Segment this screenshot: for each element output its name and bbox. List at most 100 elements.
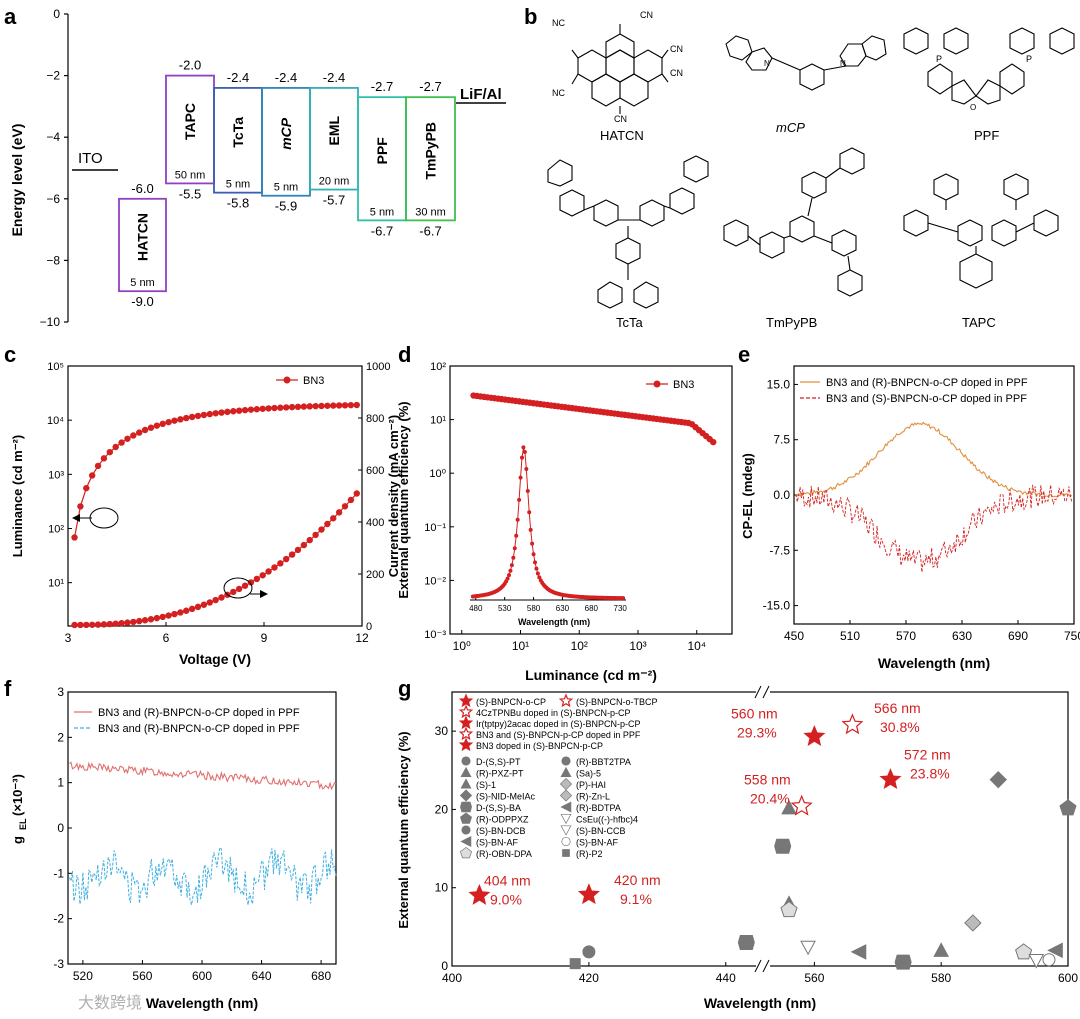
current-point: [283, 555, 290, 563]
luminance-point: [318, 402, 325, 410]
layer-name: HATCN: [135, 213, 151, 261]
luminance-point: [71, 534, 78, 541]
literature-point: [561, 836, 571, 847]
inset-xtick-label: 530: [498, 604, 512, 613]
panel-g-xtick-label: 560: [804, 971, 824, 985]
current-point: [212, 596, 219, 604]
panel-e: e 45051057063069075015.07.50.0-7.5-15.0 …: [738, 342, 1080, 671]
current-point: [147, 616, 155, 623]
ppf-p-2: P: [1026, 54, 1032, 64]
literature-point: [781, 799, 797, 815]
literature-point: [774, 838, 792, 854]
panel-a-ticks: 0 −2 −4 −6 −8 −10: [40, 7, 68, 329]
current-point: [112, 620, 119, 627]
lumo-label: -2.4: [323, 70, 345, 85]
current-point: [271, 564, 278, 571]
current-point: [341, 503, 349, 510]
callout-eqe: 9.1%: [620, 891, 652, 907]
luminance-point: [124, 435, 131, 442]
legend-grey-label: (R)-BBT2TPA: [576, 757, 631, 767]
literature-point: [933, 942, 950, 957]
axis-break-mark: [762, 959, 770, 973]
callout-wavelength: 566 nm: [874, 700, 921, 716]
literature-point: [561, 756, 571, 766]
panel-f-xtick-label: 680: [311, 969, 331, 983]
callout-wavelength: 572 nm: [904, 747, 951, 763]
current-point: [141, 617, 149, 624]
luminance-point: [171, 417, 178, 424]
literature-point: [461, 825, 471, 835]
luminance-point: [224, 408, 231, 416]
current-point: [324, 520, 331, 528]
hatcn-cn-4: CN: [614, 114, 627, 124]
panel-f-axes: 520 560 600 640 680 3 2 1 0 -1 -2 -3: [53, 685, 331, 983]
legend-grey-label: (R)-P2: [576, 849, 603, 859]
current-point: [159, 613, 166, 621]
panel-c-ytick-right-label: 600: [366, 465, 384, 477]
literature-point: [560, 825, 572, 836]
current-point: [118, 619, 125, 627]
panel-e-ytick-label: 7.5: [773, 433, 790, 447]
panel-c-ylabel-right: Current density (mA cm⁻²): [386, 415, 401, 577]
gel-s-line: [69, 846, 337, 905]
mcp-n-2: N: [840, 59, 846, 68]
panel-c-circle-cd: [223, 577, 253, 599]
gel-r-line: [69, 761, 337, 791]
current-point: [206, 599, 213, 606]
literature-point: [460, 836, 472, 847]
luminance-point: [159, 420, 166, 428]
lumo-label: -2.7: [419, 79, 441, 94]
el-spectrum-point: [509, 563, 514, 568]
inset-xtick-label: 480: [469, 604, 483, 613]
el-spectrum-point: [535, 571, 540, 576]
panel-g-ytick-label: 0: [441, 959, 448, 973]
eqe-point: [710, 438, 717, 446]
callout-eqe: 23.8%: [910, 766, 950, 782]
luminance-point: [277, 404, 284, 411]
panel-e-legend-1: BN3 and (R)-BNPCN-o-CP doped in PPF: [826, 377, 1028, 389]
homo-label: -9.0: [131, 294, 153, 309]
panel-g-ytick-label: 20: [435, 802, 449, 816]
el-spectrum-point: [518, 475, 523, 480]
luminance-point: [153, 422, 161, 429]
panel-e-axes: 450 510 570 630 690 750 15.0 7.5 0.0 -7.5 -15.0: [763, 377, 1080, 643]
legend-grey-label: (S)-BN-AF: [576, 838, 618, 848]
luminance-point: [324, 402, 331, 409]
thickness-label: 30 nm: [415, 206, 446, 218]
current-point: [312, 531, 319, 539]
literature-point: [459, 812, 473, 824]
hatcn-cn-3: CN: [670, 68, 683, 78]
this-work-star: [841, 713, 864, 735]
hatcn-nc-2: NC: [552, 88, 565, 98]
ppf-name: PPF: [974, 128, 999, 143]
current-point: [300, 541, 308, 549]
luminance-point: [218, 409, 225, 416]
luminance-line: [73, 404, 357, 538]
panel-d-label: d: [398, 342, 411, 367]
panel-f-xtick-label: 520: [73, 969, 93, 983]
tapc-name: TAPC: [962, 315, 996, 330]
panel-f-ytick-label: -2: [53, 912, 64, 926]
inset-xtick-label: 630: [556, 604, 570, 613]
panel-f-ytick-label: 2: [57, 730, 64, 744]
tcta-name: TcTa: [616, 315, 644, 330]
current-point: [130, 618, 137, 626]
luminance-point: [247, 406, 255, 413]
current-point: [77, 621, 84, 629]
current-point: [106, 620, 114, 628]
panel-d-ytick-label: 10¹: [430, 415, 446, 427]
luminance-point: [206, 410, 213, 418]
current-point: [241, 582, 249, 589]
current-point: [171, 610, 178, 618]
literature-point: [562, 849, 570, 857]
panel-g: g 400 420 440 560 580 600 0 10 20 30 (S)-BNPCN-o-…: [396, 676, 1078, 1011]
el-spectrum-point: [524, 466, 529, 471]
luminance-point: [106, 448, 114, 456]
lumo-label: -2.7: [371, 79, 393, 94]
current-point: [153, 614, 161, 622]
panel-g-xtick-label: 400: [442, 971, 462, 985]
el-spectrum-line: [472, 447, 624, 599]
panel-c-ylabel-left: Luminance (cd m⁻²): [10, 435, 25, 557]
panel-e-xtick-label: 630: [952, 629, 972, 643]
